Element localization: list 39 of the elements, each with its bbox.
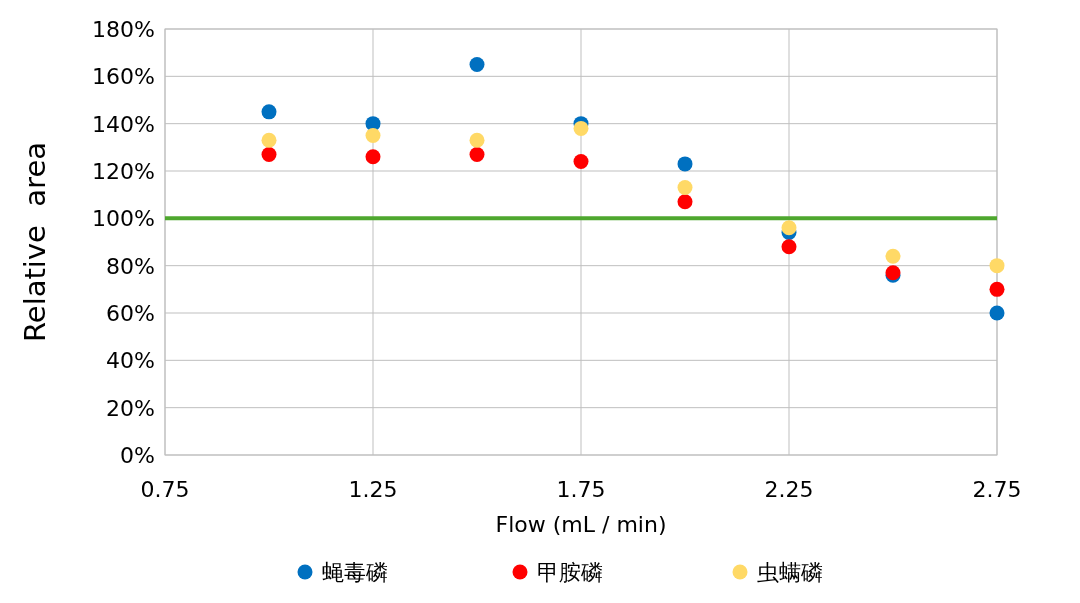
y-tick-label: 100% (92, 206, 155, 232)
point (261, 146, 277, 162)
point (469, 132, 485, 148)
y-tick-label: 20% (106, 395, 155, 421)
point (989, 305, 1005, 321)
y-tick-label: 180% (92, 17, 155, 42)
point (885, 248, 901, 264)
point (989, 281, 1005, 297)
x-axis-title: Flow (mL / min) (495, 512, 667, 537)
point (365, 149, 381, 165)
x-tick-label: 2.75 (972, 477, 1022, 502)
x-tick-label: 0.75 (140, 477, 190, 502)
point (261, 104, 277, 120)
y-tick-label: 80% (106, 253, 155, 279)
point (365, 128, 381, 143)
y-tick-label: 140% (92, 111, 155, 137)
legend-label: 虫螨磷 (757, 560, 823, 585)
x-tick-label: 1.75 (556, 477, 606, 502)
point (677, 180, 693, 196)
y-tick-label: 160% (92, 64, 155, 90)
y-axis-title: Relative area (18, 141, 52, 343)
point (469, 146, 485, 162)
point (677, 156, 693, 172)
point (469, 57, 485, 72)
x-tick-label: 2.25 (764, 477, 814, 502)
point (781, 220, 797, 236)
y-tick-label: 0% (120, 443, 155, 468)
point (261, 132, 277, 148)
y-tick-label: 40% (106, 348, 155, 374)
point (989, 258, 1005, 274)
y-tick-label: 60% (106, 301, 155, 326)
point (573, 154, 589, 170)
y-tick-label: 120% (92, 159, 155, 184)
point (677, 194, 693, 210)
point (573, 120, 589, 136)
x-tick-label: 1.25 (348, 477, 398, 502)
legend-label: 蝇毒磷 (322, 560, 388, 585)
legend-label: 甲胺磷 (537, 560, 603, 585)
point (781, 239, 797, 255)
